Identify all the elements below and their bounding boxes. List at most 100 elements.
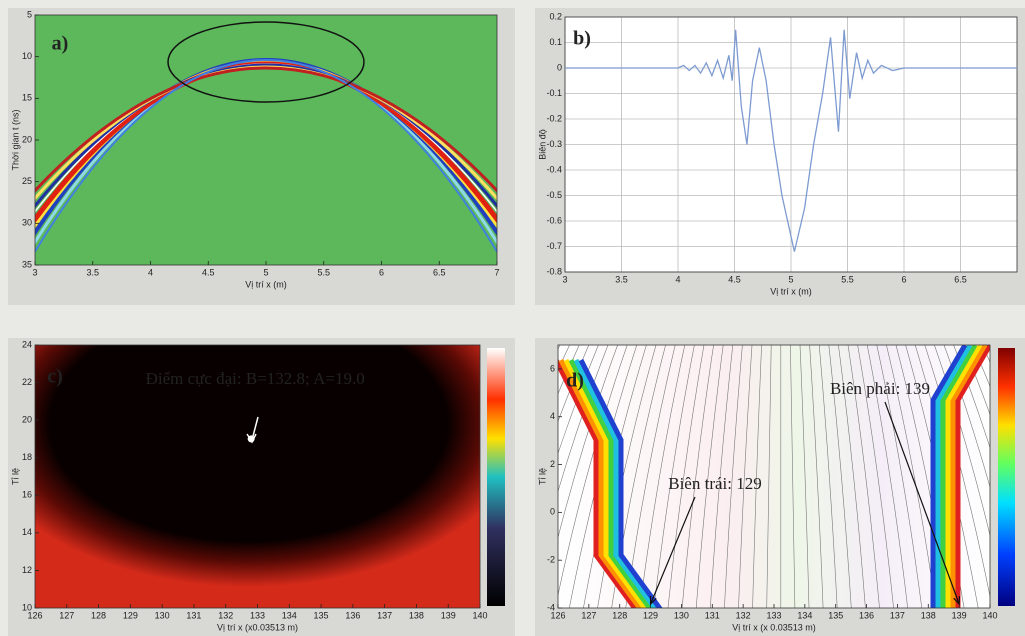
y-tick-label: 5 xyxy=(27,9,32,19)
x-tick-label: 4 xyxy=(675,274,680,284)
y-tick-label: 35 xyxy=(22,259,32,269)
contour-line xyxy=(847,345,880,608)
y-tick-label: 0.2 xyxy=(549,11,562,21)
y-tick-label: 25 xyxy=(22,176,32,186)
x-axis-label: Vị trí x (x 0.03513 m) xyxy=(732,622,816,632)
arrow-head xyxy=(953,595,961,606)
annotation: Điểm cực đại: B=132.8; A=19.0 xyxy=(146,369,365,388)
x-axis-label: Vị trí x (x0.03513 m) xyxy=(217,622,298,632)
y-tick-label: 22 xyxy=(22,377,32,387)
contour-line xyxy=(639,345,686,608)
y-axis-label: Biên độ xyxy=(537,129,547,160)
y-tick-label: 12 xyxy=(22,565,32,575)
rainbow-band xyxy=(573,358,658,608)
contour-line xyxy=(710,345,734,608)
y-tick-label: 15 xyxy=(22,93,32,103)
x-tick-label: 138 xyxy=(921,610,936,620)
y-tick-label: 18 xyxy=(22,452,32,462)
panel-label: a) xyxy=(52,33,69,55)
x-tick-label: 138 xyxy=(409,610,424,620)
contour-line xyxy=(558,345,609,493)
radargram xyxy=(35,15,497,265)
x-tick-label: 127 xyxy=(59,610,74,620)
arrow-head xyxy=(649,595,657,606)
x-tick-label: 4.5 xyxy=(728,274,741,284)
x-tick-label: 128 xyxy=(612,610,627,620)
contour-line xyxy=(818,345,838,608)
x-tick-label: 128 xyxy=(91,610,106,620)
x-tick-label: 139 xyxy=(952,610,967,620)
x-tick-label: 134 xyxy=(797,610,812,620)
contour-line xyxy=(558,345,618,539)
y-tick-label: 0 xyxy=(550,507,555,517)
scale-map xyxy=(35,345,480,608)
contour-line xyxy=(876,345,923,608)
y-tick-label: 0 xyxy=(557,62,562,72)
x-tick-label: 136 xyxy=(859,610,874,620)
x-tick-label: 6 xyxy=(379,267,384,277)
contour-line xyxy=(857,345,894,608)
x-tick-label: 133 xyxy=(250,610,265,620)
y-tick-label: 24 xyxy=(22,339,32,349)
contour-line xyxy=(828,345,852,608)
annotation: Biên trái: 129 xyxy=(668,474,761,493)
y-tick-label: 4 xyxy=(550,411,555,421)
x-tick-label: 134 xyxy=(282,610,297,620)
y-tick-label: 20 xyxy=(22,415,32,425)
annotation: Biên phải: 139 xyxy=(830,379,930,398)
x-tick-label: 3 xyxy=(562,274,567,284)
plot-border xyxy=(557,344,991,609)
x-tick-label: 6 xyxy=(901,274,906,284)
rainbow-band xyxy=(930,345,968,608)
contour-line xyxy=(695,345,724,608)
rainbow-band xyxy=(940,345,978,608)
y-tick-label: -0.3 xyxy=(546,139,562,149)
x-tick-label: 140 xyxy=(472,610,487,620)
y-tick-label: 20 xyxy=(22,134,32,144)
y-tick-label: -4 xyxy=(547,602,555,612)
y-tick-label: 10 xyxy=(22,602,32,612)
x-tick-label: 130 xyxy=(674,610,689,620)
x-tick-label: 4.5 xyxy=(202,267,215,277)
y-tick-label: 30 xyxy=(22,218,32,228)
x-tick-label: 137 xyxy=(890,610,905,620)
x-tick-label: 7 xyxy=(494,267,499,277)
contour-line xyxy=(972,345,990,388)
contour-map xyxy=(558,345,990,608)
y-tick-label: -0.1 xyxy=(546,88,562,98)
contour-line xyxy=(838,345,866,608)
panel-label: c) xyxy=(47,366,63,388)
panel-label: d) xyxy=(566,370,584,392)
maximum-point xyxy=(247,435,255,443)
contour-line xyxy=(597,345,657,608)
plot-border xyxy=(34,344,481,609)
boundary-arrow xyxy=(884,401,960,605)
contour-line xyxy=(667,345,705,608)
x-tick-label: 3 xyxy=(32,267,37,277)
x-axis-label: Vị trí x (m) xyxy=(245,279,287,289)
y-axis-label: Tỉ lệ xyxy=(537,468,547,485)
contour-line xyxy=(799,345,810,608)
x-tick-label: 131 xyxy=(705,610,720,620)
x-tick-label: 132 xyxy=(218,610,233,620)
y-tick-label: -0.4 xyxy=(546,164,562,174)
y-tick-label: 0.1 xyxy=(549,37,562,47)
x-tick-label: 6.5 xyxy=(433,267,446,277)
y-tick-label: -0.5 xyxy=(546,190,562,200)
x-tick-label: 5 xyxy=(263,267,268,277)
rainbow-band xyxy=(935,345,973,608)
contour-line xyxy=(653,345,695,608)
rainbow-band xyxy=(950,345,988,608)
x-tick-label: 6.5 xyxy=(954,274,967,284)
contour-line xyxy=(962,345,990,416)
x-tick-label: 140 xyxy=(982,610,997,620)
y-tick-label: 2 xyxy=(550,459,555,469)
y-tick-label: 10 xyxy=(22,51,32,61)
rainbow-band xyxy=(568,358,653,608)
rainbow-band xyxy=(558,358,643,608)
x-tick-label: 126 xyxy=(550,610,565,620)
x-axis-label: Vị trí x (m) xyxy=(770,286,812,296)
contour-line xyxy=(681,345,714,608)
